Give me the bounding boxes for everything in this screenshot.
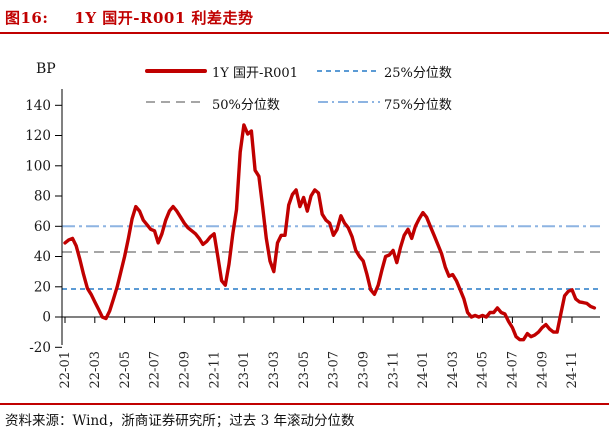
y-tick-label: 40	[34, 249, 51, 265]
y-tick-label: 100	[25, 158, 51, 174]
series-line-1y-guokai-r001	[63, 123, 597, 342]
x-tick-label: 24-09	[535, 351, 550, 388]
legend-label-p75: 75%分位数	[384, 98, 452, 113]
x-tick-label: 22-07	[148, 351, 163, 388]
legend-label-p25: 25%分位数	[384, 66, 452, 81]
y-tick-label: 140	[25, 98, 51, 114]
legend-swatch-p75-dashdot-line	[318, 101, 380, 103]
x-tick-label: 23-03	[267, 351, 282, 388]
source-note: 资料来源：Wind，浙商证券研究所；过去 3 年滚动分位数	[5, 413, 355, 429]
x-tick-label: 23-11	[386, 351, 401, 388]
x-tick-label: 22-03	[88, 351, 103, 388]
figure-title: 1Y 国开-R001 利差走势	[74, 9, 254, 27]
legend-swatch-p50-dashed-line	[146, 101, 206, 103]
legend-swatch-series-line	[145, 69, 207, 73]
x-tick-label: 23-07	[327, 351, 342, 388]
x-tick-label: 24-05	[476, 351, 491, 388]
legend-label-series: 1Y 国开-R001	[212, 66, 298, 81]
y-tick-label: -20	[29, 340, 51, 356]
legend-label-p50: 50%分位数	[212, 98, 280, 113]
x-tick-label: 22-05	[118, 351, 133, 388]
figure-title-row: 图16: 1Y 国开-R001 利差走势	[5, 7, 254, 28]
y-tick-label: 0	[42, 310, 51, 326]
x-tick-label: 22-09	[177, 351, 192, 388]
figure-number: 图16:	[5, 9, 49, 27]
x-tick-label: 22-11	[207, 351, 222, 388]
x-tick-label: 23-01	[237, 351, 252, 388]
y-tick-label: 20	[34, 279, 51, 295]
y-tick-label: 80	[34, 189, 51, 205]
legend-swatch-p25-dashed-line	[317, 70, 380, 72]
x-tick-label: 23-05	[297, 351, 312, 388]
y-tick-label: 120	[25, 128, 51, 144]
x-tick-label: 24-07	[506, 351, 521, 388]
title-divider-line	[0, 32, 609, 34]
x-tick-label: 24-01	[416, 351, 431, 388]
x-tick-label: 24-03	[446, 351, 461, 388]
footer-divider-line	[0, 403, 609, 405]
x-tick-label: 24-11	[565, 351, 580, 388]
x-tick-label: 23-09	[356, 351, 371, 388]
y-axis-unit-label: BP	[36, 61, 56, 77]
y-tick-label: 60	[34, 219, 51, 235]
x-tick-label: 22-01	[58, 351, 73, 388]
